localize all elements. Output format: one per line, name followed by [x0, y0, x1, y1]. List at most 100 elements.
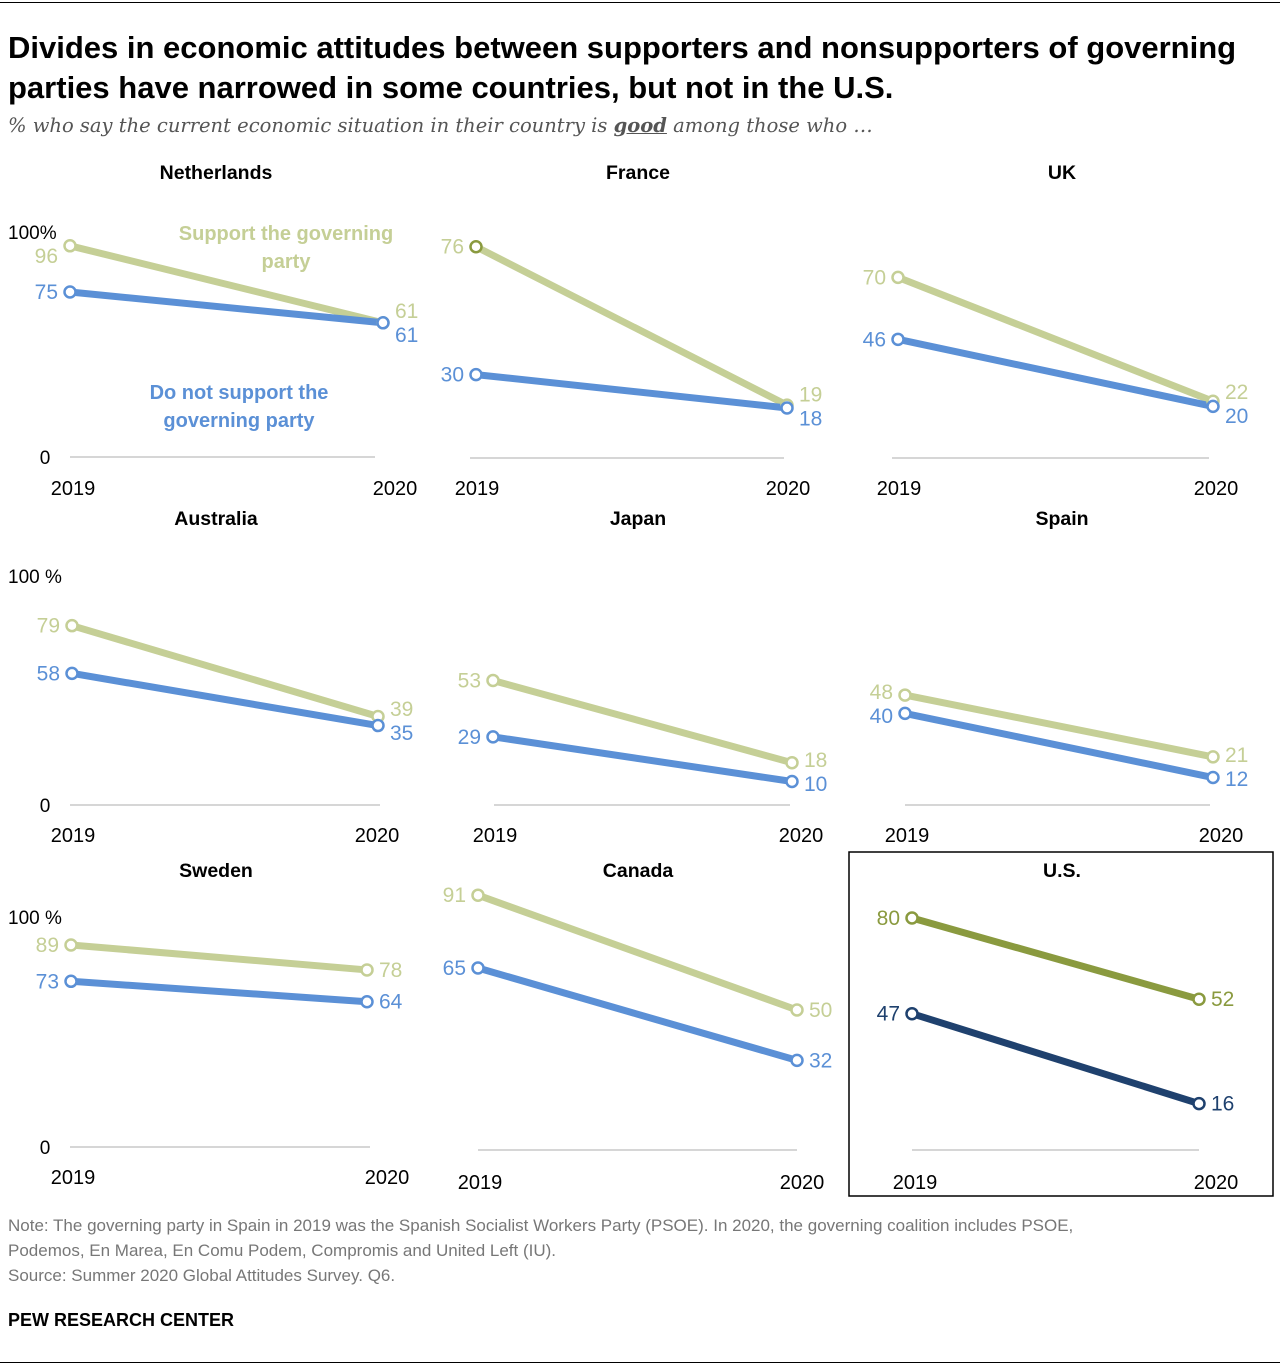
legend-nonsupport-line-2: governing party	[163, 410, 315, 432]
point-netherlands-support-2019	[63, 239, 77, 253]
panel-title-u-s: U.S.	[1043, 860, 1081, 882]
value-label-canada-nonsupport-2020: 32	[809, 1049, 832, 1072]
value-label-u-s-support-2020: 52	[1211, 988, 1234, 1011]
y-tick-sweden-zero: 0	[40, 1138, 51, 1159]
y-tick-netherlands-zero: 0	[40, 448, 51, 469]
value-label-sweden-support-2019: 89	[36, 934, 59, 957]
value-label-japan-nonsupport-2019: 29	[458, 726, 481, 749]
y-tick-sweden-top: 100 %	[8, 908, 62, 929]
panel-title-japan: Japan	[610, 508, 666, 530]
value-label-france-support-2020: 19	[799, 384, 822, 407]
value-label-netherlands-nonsupport-2020: 61	[395, 324, 418, 347]
point-sweden-nonsupport-2020	[360, 994, 374, 1009]
value-label-spain-nonsupport-2019: 40	[870, 705, 893, 728]
y-tick-australia-zero: 0	[40, 796, 51, 817]
series-line-u-s-nonsupport	[910, 1010, 1201, 1107]
point-netherlands-nonsupport-2019	[63, 285, 77, 299]
point-uk-support-2019	[891, 270, 905, 285]
x-tick-spain-2020: 2020	[1199, 825, 1244, 847]
x-tick-sweden-2020: 2020	[365, 1167, 410, 1189]
series-line-sweden-support	[70, 941, 368, 974]
series-line-japan-nonsupport	[492, 733, 793, 785]
point-u-s-nonsupport-2019	[905, 1006, 919, 1021]
x-tick-japan-2020: 2020	[779, 825, 824, 847]
x-tick-netherlands-2020: 2020	[373, 478, 418, 500]
bottom-rule	[0, 1362, 1280, 1363]
series-line-spain-support	[904, 691, 1214, 761]
us-highlight-box	[848, 851, 1274, 1197]
value-label-netherlands-support-2019: 96	[35, 245, 58, 268]
point-australia-nonsupport-2019	[65, 666, 79, 681]
series-line-netherlands-support	[69, 242, 384, 327]
y-tick-netherlands-top: 100%	[8, 223, 57, 244]
value-label-uk-support-2019: 70	[863, 266, 886, 289]
x-tick-uk-2019: 2019	[877, 478, 922, 500]
x-tick-spain-2019: 2019	[885, 825, 930, 847]
subtitle-start: % who say the current economic situation…	[8, 114, 614, 137]
value-label-u-s-support-2019: 80	[877, 907, 900, 930]
value-label-canada-support-2020: 50	[809, 999, 832, 1022]
note-line-1: Note: The governing party in Spain in 20…	[8, 1216, 1074, 1235]
series-line-france-nonsupport	[475, 371, 788, 412]
x-tick-japan-2019: 2019	[473, 825, 518, 847]
subtitle-emphasis: good	[613, 114, 667, 137]
series-line-u-s-support	[911, 914, 1200, 1003]
value-label-australia-nonsupport-2019: 58	[37, 662, 60, 685]
value-label-u-s-nonsupport-2020: 16	[1211, 1093, 1234, 1116]
panel-title-uk: UK	[1048, 162, 1076, 184]
panel-title-canada: Canada	[603, 860, 674, 882]
x-tick-canada-2019: 2019	[458, 1172, 503, 1194]
x-tick-u-s-2019: 2019	[893, 1172, 938, 1194]
legend-nonsupport-line-1: Do not support the	[150, 382, 329, 404]
point-japan-nonsupport-2019	[486, 730, 500, 744]
footnote: Note: The governing party in Spain in 20…	[8, 1213, 1276, 1288]
value-label-australia-support-2019: 79	[37, 615, 60, 638]
subtitle-end: among those who …	[666, 114, 873, 137]
value-label-uk-nonsupport-2019: 46	[863, 328, 886, 351]
x-tick-canada-2020: 2020	[780, 1172, 825, 1194]
point-u-s-support-2020	[1192, 992, 1206, 1006]
value-label-japan-support-2020: 18	[804, 749, 827, 772]
value-label-france-nonsupport-2019: 30	[441, 364, 464, 387]
point-spain-nonsupport-2020	[1206, 770, 1220, 785]
value-label-sweden-nonsupport-2020: 64	[379, 991, 403, 1014]
value-label-australia-nonsupport-2020: 35	[390, 722, 413, 745]
point-sweden-nonsupport-2019	[64, 974, 78, 989]
value-label-canada-support-2019: 91	[443, 884, 466, 907]
point-spain-support-2019	[898, 688, 912, 702]
series-line-sweden-nonsupport	[70, 977, 368, 1006]
series-line-spain-nonsupport	[904, 709, 1214, 781]
x-tick-france-2019: 2019	[455, 478, 500, 500]
point-u-s-nonsupport-2020	[1192, 1096, 1206, 1111]
legend-support-line-2: party	[262, 251, 312, 273]
value-label-netherlands-nonsupport-2019: 75	[35, 281, 58, 304]
point-sweden-support-2020	[360, 963, 374, 977]
value-label-spain-support-2019: 48	[870, 681, 893, 704]
series-line-australia-support	[71, 622, 379, 720]
series-line-france-support	[474, 243, 789, 409]
y-tick-australia-top: 100 %	[8, 567, 62, 588]
value-label-sweden-nonsupport-2019: 73	[36, 970, 59, 993]
value-label-spain-nonsupport-2020: 12	[1225, 768, 1248, 791]
value-label-japan-support-2019: 53	[458, 669, 481, 692]
point-u-s-support-2019	[905, 911, 919, 925]
value-label-uk-support-2020: 22	[1225, 381, 1248, 404]
point-japan-nonsupport-2020	[785, 774, 799, 789]
panel-title-netherlands: Netherlands	[160, 162, 273, 184]
point-spain-nonsupport-2019	[898, 706, 912, 721]
point-canada-nonsupport-2019	[471, 961, 485, 975]
value-label-japan-nonsupport-2020: 10	[804, 773, 827, 796]
series-line-canada-support	[476, 891, 799, 1014]
point-uk-nonsupport-2020	[1206, 399, 1220, 414]
point-japan-support-2020	[785, 755, 799, 770]
value-label-australia-support-2020: 39	[390, 698, 413, 721]
panel-title-spain: Spain	[1035, 508, 1088, 530]
chart-title: Divides in economic attitudes between su…	[8, 30, 1237, 105]
note-line-2: Podemos, En Marea, En Comu Podem, Compro…	[8, 1241, 557, 1260]
value-label-canada-nonsupport-2019: 65	[443, 957, 466, 980]
panel-title-france: France	[606, 162, 670, 184]
x-tick-sweden-2019: 2019	[51, 1167, 96, 1189]
top-rule	[0, 2, 1280, 3]
value-label-france-nonsupport-2020: 18	[799, 408, 822, 431]
panel-title-australia: Australia	[174, 508, 258, 530]
